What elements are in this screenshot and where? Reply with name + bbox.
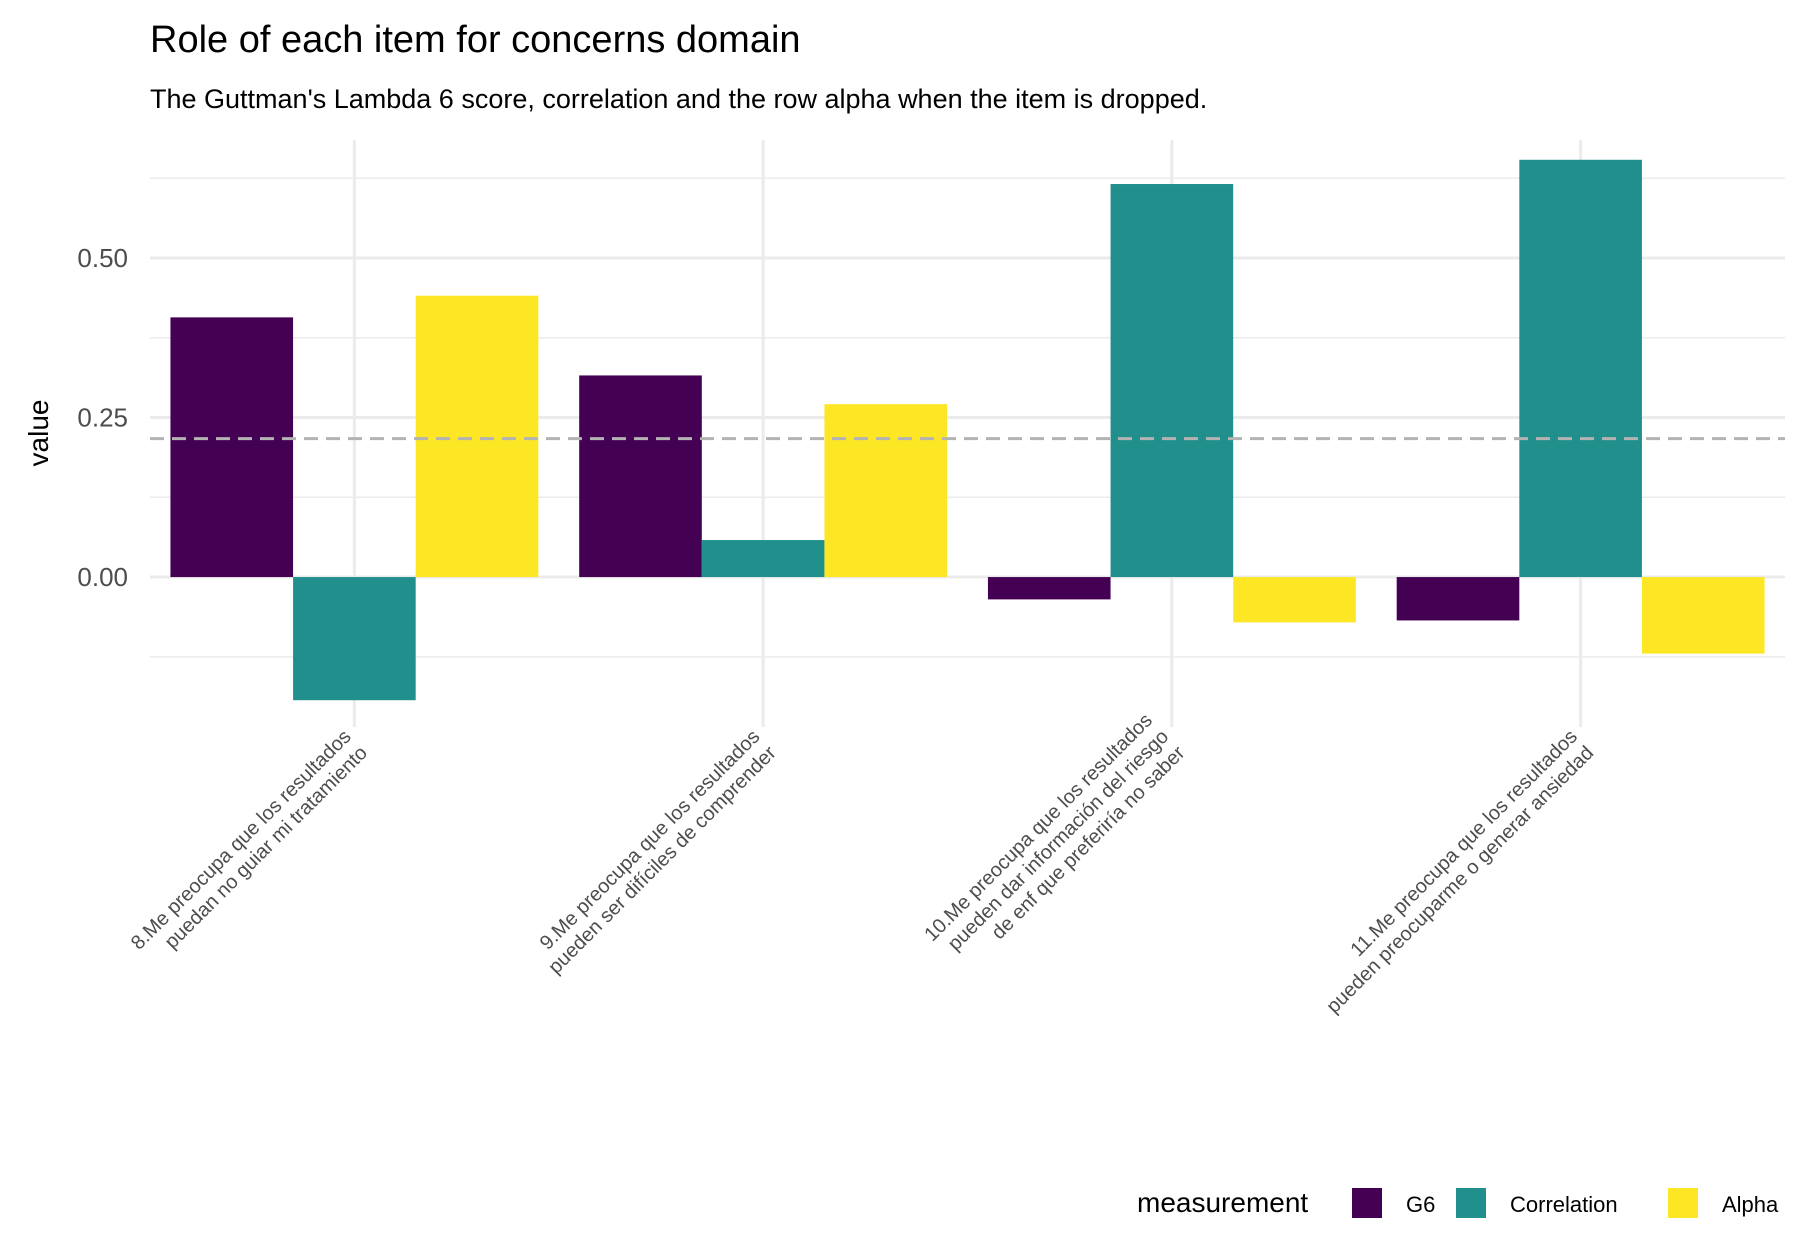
bar-correlation-1 [293,577,416,701]
bar-alpha-4 [1641,577,1765,654]
y-tick-label: 0.00 [77,562,128,592]
y-axis-label: value [23,400,54,467]
bar-correlation-4 [1519,159,1642,578]
chart-subtitle: The Guttman's Lambda 6 score, correlatio… [150,84,1207,114]
bar-correlation-3 [1110,184,1234,578]
legend-key-g6 [1352,1188,1382,1218]
x-tick-label-line: 11.Me preocupa que los resultados [1346,726,1581,961]
y-tick-label: 0.50 [77,243,128,273]
x-tick-label-3: 10.Me preocupa que los resultadospueden … [920,709,1189,955]
x-tick-label-4: 11.Me preocupa que los resultadospueden … [1322,726,1598,1018]
bar-alpha-3 [1233,577,1356,623]
bar-g6-2 [579,375,702,578]
x-tick-label-line: pueden dar información del riesgo [944,726,1173,955]
bar-alpha-2 [824,404,948,578]
x-tick-label-line: pueden ser difíciles de comprender [544,742,781,979]
chart-title: Role of each item for concerns domain [150,19,801,61]
legend: measurement G6 Correlation Alpha [1137,1187,1779,1218]
x-tick-label-line: pueden preocuparme o generar ansiedad [1322,742,1598,1018]
bar-g6-1 [170,317,294,578]
bar-g6-4 [1396,577,1520,621]
bars [170,159,1765,701]
x-tick-label-line: 8.Me preocupa que los resultados [127,726,356,955]
x-tick-label-line: 10.Me preocupa que los resultados [920,709,1156,945]
x-tick-label-line: 9.Me preocupa que los resultados [536,726,765,955]
x-tick-label-line: puedan no guiar mi tratamiento [161,742,372,953]
y-ticks: 0.00 0.25 0.50 [77,243,128,592]
bar-g6-3 [987,577,1111,600]
legend-key-alpha [1668,1188,1698,1218]
legend-key-correlation [1456,1188,1486,1218]
y-tick-label: 0.25 [77,403,128,433]
legend-label-g6: G6 [1406,1192,1435,1217]
legend-title: measurement [1137,1187,1308,1218]
bar-correlation-2 [701,540,825,578]
legend-label-alpha: Alpha [1722,1192,1779,1217]
bar-alpha-1 [415,295,539,578]
legend-label-correlation: Correlation [1510,1192,1618,1217]
